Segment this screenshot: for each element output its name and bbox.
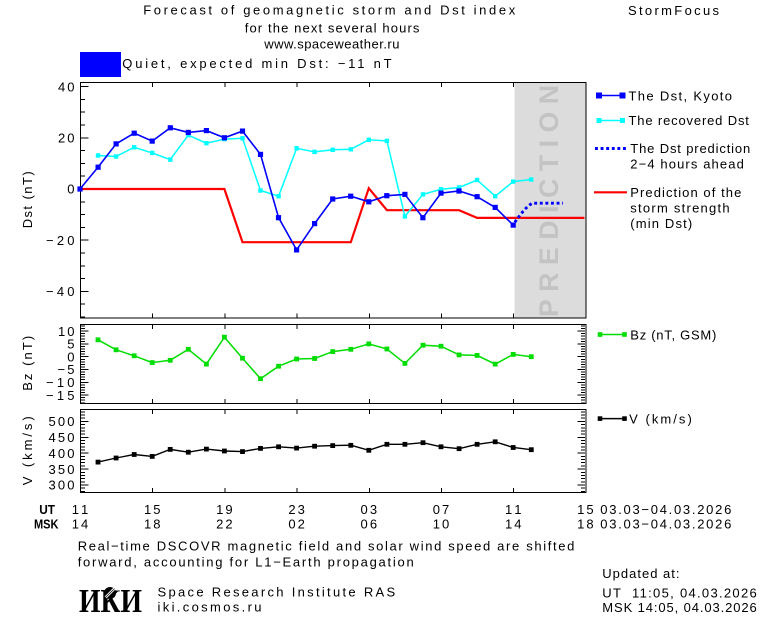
svg-text:V (km/s): V (km/s) bbox=[629, 411, 692, 426]
svg-text:UT 11:05, 04.03.2026: UT 11:05, 04.03.2026 bbox=[602, 585, 756, 600]
svg-text:450: 450 bbox=[49, 430, 75, 445]
svg-text:0: 0 bbox=[67, 349, 74, 364]
svg-text:The Dst prediction: The Dst prediction bbox=[630, 141, 750, 156]
svg-text:The Dst, Kyoto: The Dst, Kyoto bbox=[629, 88, 733, 103]
svg-text:for the next several hours: for the next several hours bbox=[245, 21, 420, 36]
svg-text:Space Research Institute RAS: Space Research Institute RAS bbox=[158, 585, 396, 600]
svg-text:350: 350 bbox=[49, 462, 75, 477]
svg-text:0: 0 bbox=[67, 182, 74, 197]
svg-text:(min Dst): (min Dst) bbox=[630, 216, 692, 231]
svg-text:www.spaceweather.ru: www.spaceweather.ru bbox=[263, 37, 399, 52]
svg-text:400: 400 bbox=[49, 446, 75, 461]
svg-text:forward, accounting for L1−Ear: forward, accounting for L1−Earth propaga… bbox=[78, 554, 414, 569]
svg-text:03.03−04.03.2026: 03.03−04.03.2026 bbox=[600, 502, 731, 517]
svg-text:−40: −40 bbox=[46, 284, 75, 299]
svg-text:Dst (nT): Dst (nT) bbox=[20, 171, 35, 228]
svg-text:Quiet, expected min Dst: −11 n: Quiet, expected min Dst: −11 nT bbox=[122, 56, 391, 71]
svg-text:−20: −20 bbox=[46, 233, 75, 248]
svg-text:300: 300 bbox=[49, 478, 75, 493]
svg-text:−10: −10 bbox=[46, 375, 75, 390]
svg-text:MSK: MSK bbox=[34, 516, 59, 531]
svg-text:StormFocus: StormFocus bbox=[628, 3, 720, 18]
svg-text:03.03−04.03.2026: 03.03−04.03.2026 bbox=[600, 516, 731, 531]
svg-text:iki.cosmos.ru: iki.cosmos.ru bbox=[158, 600, 262, 615]
svg-text:Prediction of the: Prediction of the bbox=[630, 185, 741, 200]
svg-text:500: 500 bbox=[49, 414, 75, 429]
svg-text:The recovered Dst: The recovered Dst bbox=[629, 113, 750, 128]
svg-text:Updated at:: Updated at: bbox=[602, 566, 679, 581]
svg-text:MSK 14:05, 04.03.2026: MSK 14:05, 04.03.2026 bbox=[602, 600, 756, 615]
svg-text:5: 5 bbox=[67, 337, 74, 352]
svg-text:storm strength: storm strength bbox=[630, 201, 729, 216]
svg-text:Real−time DSCOVR magnetic fiel: Real−time DSCOVR magnetic field and sola… bbox=[78, 539, 575, 554]
svg-text:−15: −15 bbox=[46, 388, 75, 403]
svg-text:UT: UT bbox=[39, 502, 55, 517]
svg-text:Bz (nT): Bz (nT) bbox=[20, 336, 35, 391]
svg-text:Bz (nT, GSM): Bz (nT, GSM) bbox=[630, 328, 716, 343]
svg-text:V (km/s): V (km/s) bbox=[20, 416, 35, 485]
svg-text:2−4 hours ahead: 2−4 hours ahead bbox=[630, 157, 744, 172]
